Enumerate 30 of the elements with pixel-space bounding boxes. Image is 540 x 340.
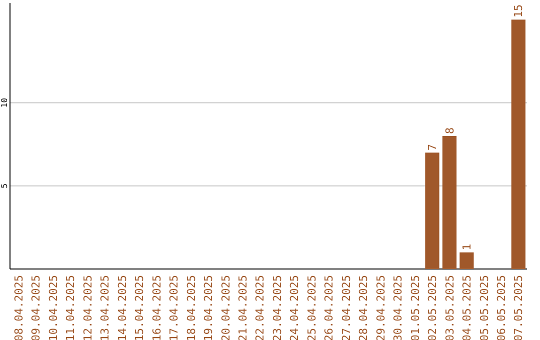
bar: [460, 252, 474, 269]
x-tick-label: 16.04.2025: [150, 275, 164, 340]
x-tick-label: 29.04.2025: [374, 275, 388, 340]
x-tick-label: 28.04.2025: [357, 275, 370, 340]
x-tick-label: 17.04.2025: [168, 275, 181, 340]
x-tick-label: 23.04.2025: [270, 275, 284, 340]
x-tick-label: 27.04.2025: [340, 275, 353, 340]
x-tick-label: 25.04.2025: [305, 275, 318, 340]
x-tick-label: 15.04.2025: [133, 275, 146, 340]
x-tick-label: 13.04.2025: [98, 275, 112, 340]
data-label: 7: [426, 144, 440, 151]
x-tick-label: 21.04.2025: [236, 275, 250, 340]
bar: [442, 136, 457, 269]
y-tick-label: 10: [0, 98, 9, 108]
x-tick-label: 14.04.2025: [116, 275, 129, 340]
x-tick-label: 22.04.2025: [254, 275, 267, 340]
x-tick-label: 11.04.2025: [64, 275, 78, 340]
x-tick-label: 19.04.2025: [202, 275, 216, 340]
x-tick-label: 18.04.2025: [184, 275, 198, 340]
data-label: 15: [512, 4, 526, 18]
x-tick-label: 10.04.2025: [46, 275, 60, 340]
x-tick-label: 12.04.2025: [81, 275, 94, 340]
data-label: 1: [460, 244, 474, 250]
bar: [511, 20, 526, 269]
bar: [425, 152, 440, 269]
data-label: 8: [443, 127, 456, 134]
y-tick-label: 5: [0, 183, 9, 188]
x-tick-label: 26.04.2025: [322, 275, 336, 340]
x-tick-label: 20.04.2025: [219, 275, 232, 340]
x-tick-label: 24.04.2025: [288, 275, 302, 340]
